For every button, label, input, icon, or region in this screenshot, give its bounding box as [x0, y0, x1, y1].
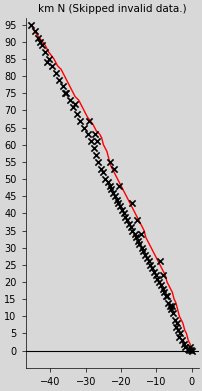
Point — [187, 344, 191, 350]
Point — [47, 56, 50, 62]
Point — [73, 100, 76, 107]
Point — [57, 76, 61, 83]
Point — [135, 217, 138, 223]
Point — [158, 258, 161, 265]
Point — [82, 124, 85, 131]
Point — [171, 310, 174, 316]
Point — [130, 228, 133, 234]
Point — [108, 159, 112, 165]
Point — [75, 111, 78, 117]
Point — [95, 138, 98, 144]
Point — [136, 238, 139, 244]
Point — [153, 272, 157, 278]
Point — [111, 190, 114, 196]
Point — [139, 244, 142, 251]
Point — [36, 35, 39, 41]
Point — [72, 104, 75, 110]
Point — [99, 166, 102, 172]
Point — [93, 131, 96, 138]
Point — [177, 334, 180, 340]
Point — [181, 341, 185, 347]
Point — [63, 90, 66, 96]
Point — [129, 200, 133, 206]
Point — [134, 234, 137, 240]
Point — [105, 179, 109, 186]
Point — [113, 193, 116, 199]
Point — [183, 344, 186, 350]
Point — [43, 49, 46, 55]
Point — [165, 292, 168, 299]
Point — [141, 248, 144, 254]
Point — [164, 292, 167, 299]
Point — [186, 347, 190, 353]
Point — [123, 213, 126, 220]
Point — [185, 346, 188, 352]
Point — [89, 138, 92, 144]
Point — [40, 42, 43, 48]
Point — [120, 207, 123, 213]
Point — [125, 217, 128, 223]
Point — [108, 183, 111, 189]
Point — [157, 279, 160, 285]
Point — [146, 258, 149, 265]
Title: km N (Skipped invalid data.): km N (Skipped invalid data.) — [38, 4, 186, 14]
Point — [64, 90, 68, 96]
Point — [188, 347, 191, 353]
Point — [122, 210, 125, 217]
Point — [176, 327, 179, 333]
Point — [96, 159, 99, 165]
Point — [61, 83, 64, 90]
Point — [87, 118, 90, 124]
Point — [118, 203, 121, 210]
Point — [50, 63, 54, 69]
Point — [29, 22, 33, 28]
Point — [189, 348, 193, 354]
Point — [94, 152, 97, 158]
Point — [138, 231, 141, 237]
Point — [160, 286, 164, 292]
Point — [132, 231, 136, 237]
Point — [85, 131, 89, 138]
Point — [38, 39, 41, 45]
Point — [115, 197, 118, 203]
Point — [33, 28, 36, 34]
Point — [144, 255, 147, 261]
Point — [167, 303, 171, 309]
Point — [178, 330, 181, 337]
Point — [109, 186, 112, 192]
Point — [92, 145, 95, 151]
Point — [68, 97, 71, 103]
Point — [116, 200, 119, 206]
Point — [103, 176, 106, 182]
Point — [162, 289, 165, 296]
Point — [179, 337, 183, 343]
Point — [54, 70, 57, 76]
Point — [165, 300, 168, 306]
Point — [78, 118, 82, 124]
Point — [173, 323, 177, 330]
Point — [137, 241, 140, 248]
Point — [112, 166, 115, 172]
Point — [148, 262, 151, 268]
Point — [143, 251, 146, 258]
Point — [175, 320, 178, 326]
Point — [127, 221, 130, 227]
Point — [117, 183, 120, 189]
Point — [169, 306, 172, 312]
Point — [172, 317, 176, 323]
Point — [151, 269, 155, 275]
Point — [45, 59, 48, 65]
Point — [129, 224, 132, 230]
Point — [161, 272, 164, 278]
Point — [170, 303, 173, 309]
Point — [158, 282, 161, 289]
Point — [101, 169, 104, 175]
Point — [155, 275, 158, 282]
Point — [150, 265, 153, 271]
